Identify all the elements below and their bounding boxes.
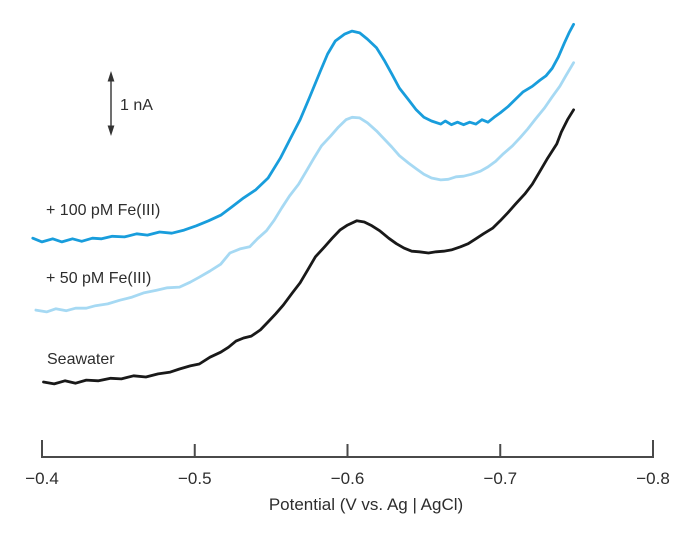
curve-label-plus-100pM-FeIII: + 100 pM Fe(III) [46, 202, 160, 219]
x-axis-ticks: −0.4 −0.5 −0.6 −0.7 −0.8 [25, 440, 670, 488]
x-axis-tick-label: −0.5 [178, 469, 212, 488]
curve-plus-100pM-FeIII [31, 22, 575, 244]
curve-plus-50pM-FeIII [34, 61, 575, 314]
curve-label-plus-50pM-FeIII: + 50 pM Fe(III) [46, 270, 151, 287]
scale-bar-arrow-down-icon [107, 125, 115, 136]
curve-label-seawater: Seawater [47, 351, 115, 368]
curve-labels: + 100 pM Fe(III) + 50 pM Fe(III) Seawate… [46, 202, 160, 368]
x-axis-tick-label: −0.7 [483, 469, 517, 488]
scale-bar-label: 1 nA [120, 97, 153, 114]
curves [31, 22, 575, 386]
x-axis-tick-label: −0.8 [636, 469, 670, 488]
curve-seawater [42, 108, 575, 386]
scale-bar-arrow-up-icon [107, 71, 115, 82]
scale-bar: 1 nA [107, 71, 153, 136]
x-axis-title: Potential (V vs. Ag | AgCl) [269, 495, 463, 514]
x-axis-tick-label: −0.6 [331, 469, 365, 488]
x-axis: −0.4 −0.5 −0.6 −0.7 −0.8 Potential (V vs. Ag… [25, 440, 670, 514]
x-axis-tick-label: −0.4 [25, 469, 59, 488]
